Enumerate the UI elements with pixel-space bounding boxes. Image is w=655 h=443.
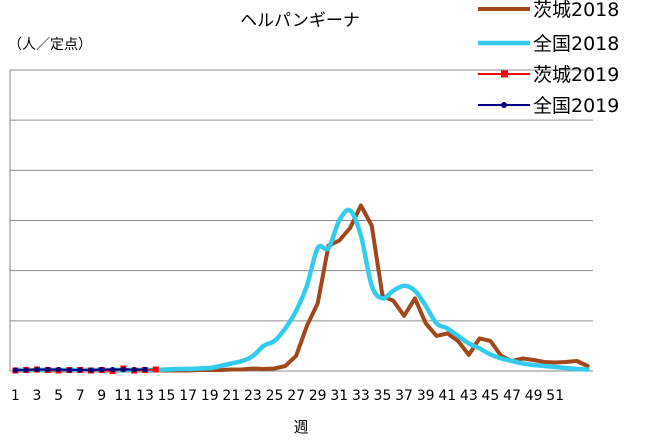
gridlines — [10, 69, 593, 322]
x-tick-label: 31 — [330, 388, 348, 404]
data-point — [34, 366, 40, 373]
data-point — [142, 366, 148, 373]
x-tick-label: 43 — [460, 388, 478, 404]
x-tick-label: 9 — [97, 388, 106, 404]
x-tick-label: 25 — [266, 388, 284, 404]
x-tick-label: 13 — [136, 388, 154, 404]
data-point — [55, 366, 62, 373]
y-axis-label: （人／定点） — [8, 37, 92, 53]
x-tick-label: 3 — [33, 388, 42, 404]
x-tick-label: 47 — [503, 388, 521, 404]
x-tick-label: 41 — [438, 388, 456, 404]
x-tick-label: 51 — [546, 388, 564, 404]
x-tick-label: 19 — [201, 388, 219, 404]
x-tick-label: 23 — [244, 388, 262, 404]
x-tick-label: 5 — [54, 388, 63, 404]
legend-marker — [501, 70, 508, 78]
x-tick-label: 33 — [352, 388, 370, 404]
x-axis-label: 週 — [293, 418, 308, 436]
data-point — [120, 366, 126, 373]
legend-label-2: 茨城2019 — [533, 64, 619, 86]
data-point — [88, 367, 94, 373]
x-tick-label: 35 — [374, 388, 392, 404]
chart-title: ヘルパンギーナ — [240, 11, 360, 31]
legend-label-1: 全国2018 — [533, 33, 619, 55]
x-tick-label: 11 — [114, 388, 132, 404]
series-layer — [12, 203, 590, 374]
x-tick-labels: 1 3 5 7 9 11 13 15 17 19 21 23 25 27 29 31 33 35 37 39 41 43 4… — [11, 388, 564, 404]
x-tick-label: 49 — [525, 388, 543, 404]
data-point — [77, 367, 83, 373]
legend-label-0: 茨城2018 — [533, 0, 619, 21]
data-point — [99, 366, 105, 373]
x-tick-label: 37 — [395, 388, 413, 404]
data-point — [12, 367, 18, 373]
x-tick-label: 21 — [222, 388, 240, 404]
x-tick-label: 27 — [287, 388, 305, 404]
data-point — [152, 366, 159, 373]
data-point — [109, 366, 116, 373]
data-point — [66, 367, 72, 373]
x-tick-label: 1 — [11, 388, 20, 404]
data-point — [45, 366, 51, 373]
legend-marker — [501, 102, 507, 108]
x-tick-label: 7 — [76, 388, 85, 404]
data-point — [23, 367, 29, 373]
x-tick-label: 17 — [179, 388, 197, 404]
x-tick-label: 29 — [309, 388, 327, 404]
x-tick-label: 39 — [417, 388, 435, 404]
series-line-0 — [13, 203, 590, 373]
x-tick-label: 15 — [158, 388, 176, 404]
legend: 茨城2018 全国2018 茨城2019 全国2019 — [478, 0, 619, 117]
x-tick-label: 45 — [482, 388, 500, 404]
data-point — [131, 366, 137, 373]
legend-label-3: 全国2019 — [533, 95, 619, 117]
